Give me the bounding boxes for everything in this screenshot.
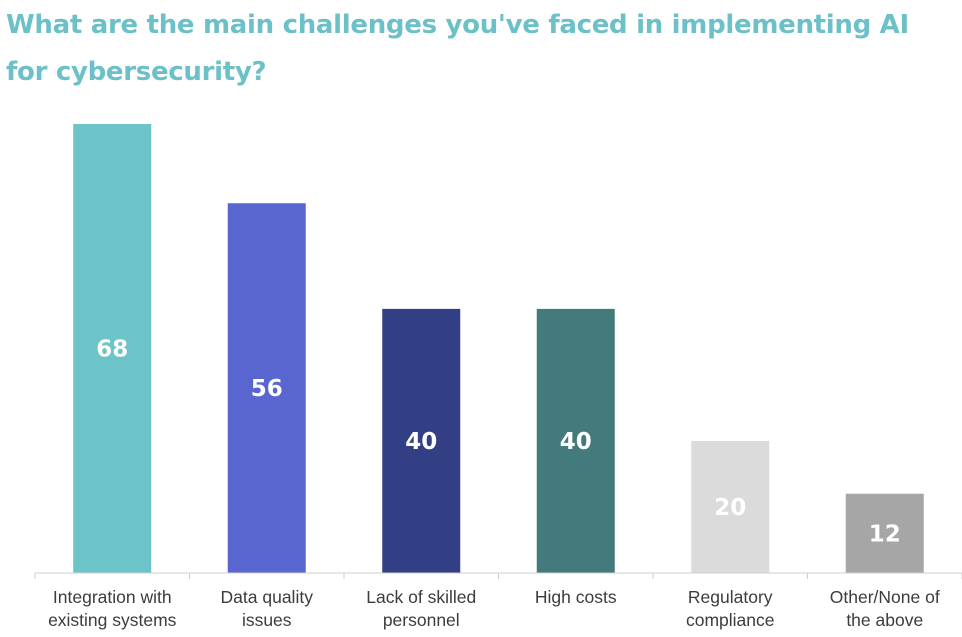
category-label: High costs xyxy=(535,587,617,607)
chart-title: What are the main challenges you've face… xyxy=(6,10,909,87)
bar-value-label: 68 xyxy=(96,337,128,363)
bars-group: 68 56 40 40 20 12 xyxy=(73,124,924,573)
bar xyxy=(382,308,461,573)
category-labels: Integration with existing systems Data qua… xyxy=(48,587,940,630)
bar xyxy=(227,203,306,573)
bar-value-label: 40 xyxy=(405,429,437,455)
bar-value-label: 56 xyxy=(251,376,283,402)
category-label: Data quality issues xyxy=(221,587,314,630)
bar xyxy=(691,440,770,573)
bar-value-label: 12 xyxy=(869,521,901,547)
bar-value-label: 40 xyxy=(560,429,592,455)
category-label: Other/None of the above xyxy=(830,587,940,630)
x-axis-ticks xyxy=(34,573,962,579)
category-label: Regulatory compliance xyxy=(686,587,775,630)
category-label: Lack of skilled personnel xyxy=(366,587,476,630)
bar xyxy=(845,493,924,573)
category-label: Integration with existing systems xyxy=(48,587,177,630)
bar-value-label: 20 xyxy=(714,495,746,521)
bar xyxy=(73,124,152,573)
bar xyxy=(536,308,615,573)
